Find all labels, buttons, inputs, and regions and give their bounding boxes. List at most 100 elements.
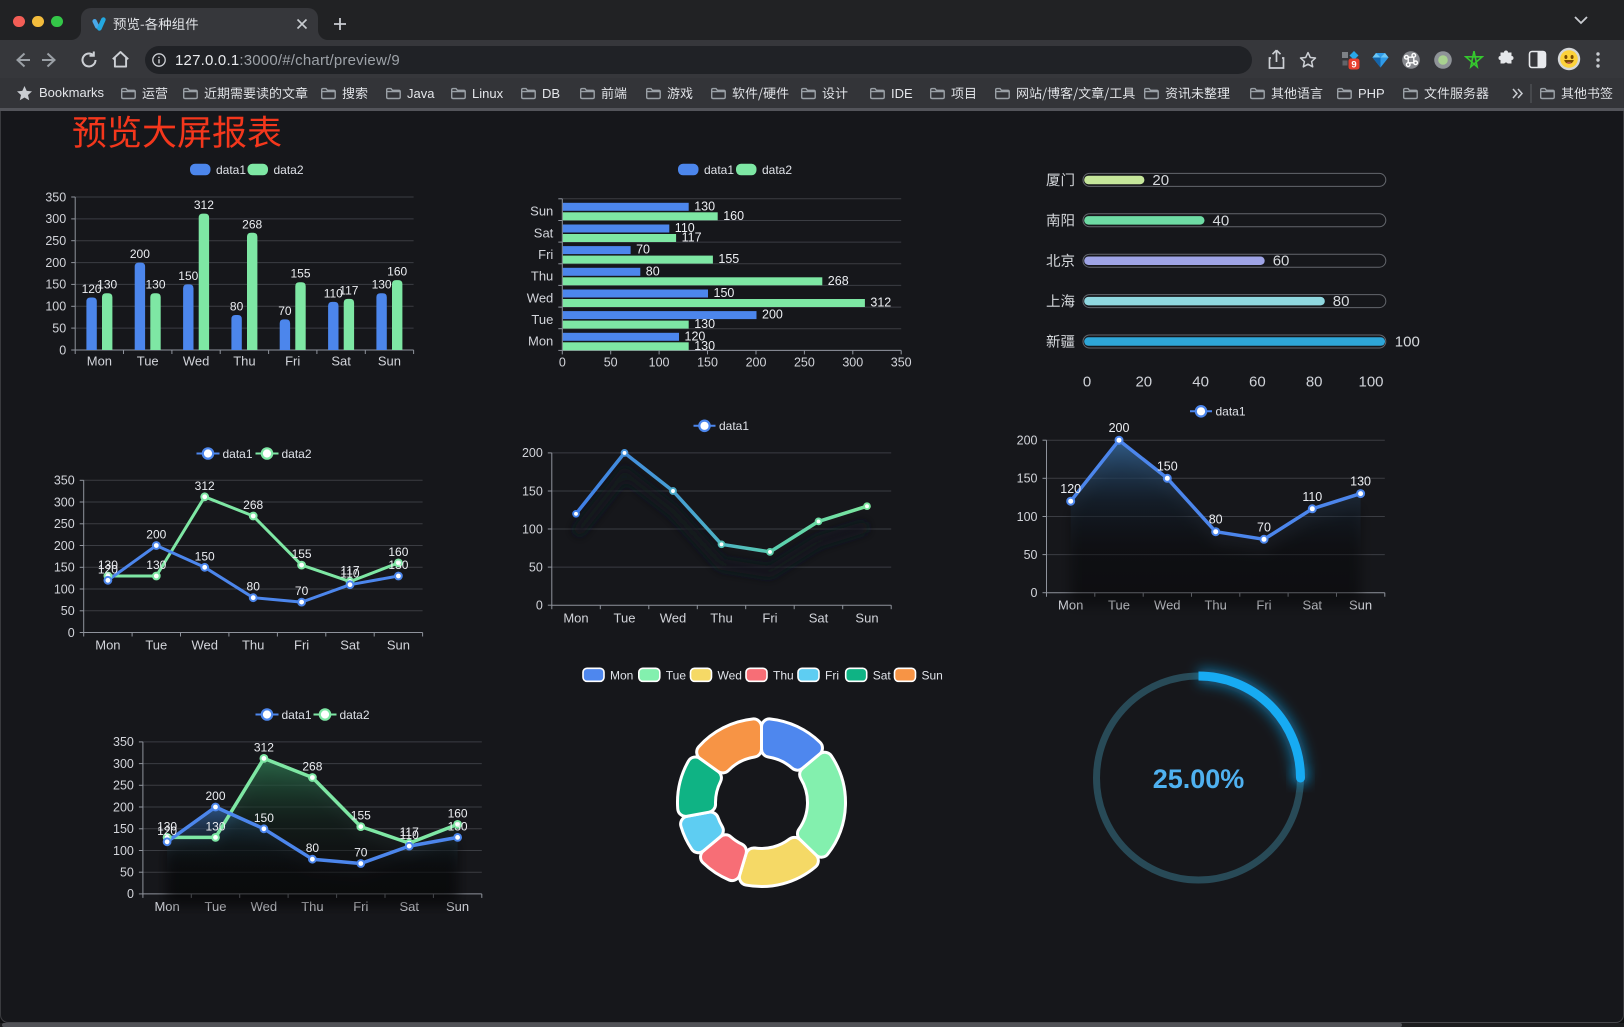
svg-text:Mon: Mon [610, 668, 633, 682]
svg-text:160: 160 [448, 806, 468, 820]
svg-text:Mon: Mon [528, 334, 553, 349]
svg-text:150: 150 [54, 561, 75, 575]
svg-text:150: 150 [45, 278, 66, 292]
svg-text:200: 200 [746, 355, 767, 369]
svg-text:Thu: Thu [531, 269, 553, 284]
svg-text:130: 130 [145, 278, 165, 292]
svg-text:110: 110 [324, 286, 343, 300]
svg-text:120: 120 [82, 282, 102, 296]
svg-text:150: 150 [113, 822, 134, 836]
svg-text:Sun: Sun [387, 638, 410, 653]
svg-text:Wed: Wed [191, 638, 218, 653]
svg-text:130: 130 [388, 558, 408, 572]
svg-text:130: 130 [694, 317, 715, 331]
svg-text:110: 110 [1302, 490, 1322, 504]
svg-text:350: 350 [45, 190, 66, 204]
svg-text:40: 40 [1213, 212, 1230, 229]
svg-text:Sun: Sun [530, 204, 553, 219]
svg-text:120: 120 [685, 329, 706, 343]
svg-text:130: 130 [1350, 475, 1371, 489]
svg-text:200: 200 [45, 256, 66, 270]
svg-text:Fri: Fri [762, 611, 777, 626]
svg-text:130: 130 [146, 558, 166, 572]
svg-text:200: 200 [205, 789, 225, 803]
svg-text:268: 268 [828, 274, 849, 288]
svg-text:200: 200 [146, 528, 166, 542]
svg-text:110: 110 [675, 221, 695, 235]
svg-text:300: 300 [842, 355, 863, 369]
svg-text:350: 350 [54, 474, 75, 488]
svg-text:120: 120 [157, 824, 177, 838]
svg-text:Mon: Mon [95, 638, 120, 653]
svg-text:160: 160 [387, 265, 407, 279]
svg-text:117: 117 [682, 231, 702, 245]
svg-text:Thu: Thu [710, 611, 732, 626]
svg-text:312: 312 [194, 198, 214, 212]
svg-text:Sun: Sun [378, 354, 401, 369]
svg-text:130: 130 [448, 819, 468, 833]
svg-text:Fri: Fri [825, 668, 839, 682]
svg-text:80: 80 [230, 300, 244, 314]
svg-text:Fri: Fri [294, 638, 309, 653]
svg-text:250: 250 [794, 355, 815, 369]
svg-text:155: 155 [292, 547, 312, 561]
svg-text:200: 200 [1017, 434, 1038, 448]
svg-text:160: 160 [388, 545, 408, 559]
svg-text:9: 9 [1351, 59, 1356, 70]
svg-text:80: 80 [646, 264, 660, 278]
svg-text:60: 60 [1249, 374, 1266, 391]
svg-text:80: 80 [1209, 513, 1223, 527]
svg-text:100: 100 [1017, 510, 1038, 524]
svg-text:100: 100 [1395, 334, 1420, 351]
svg-text:150: 150 [195, 549, 215, 563]
svg-text:150: 150 [1017, 472, 1038, 486]
svg-text:Tue: Tue [614, 611, 636, 626]
svg-text:150: 150 [714, 286, 735, 300]
svg-text:data2: data2 [282, 447, 312, 461]
svg-text:50: 50 [1024, 548, 1038, 562]
svg-text:Sun: Sun [922, 668, 943, 682]
svg-text:350: 350 [891, 355, 912, 369]
svg-text:120: 120 [1060, 482, 1081, 496]
svg-text:50: 50 [529, 560, 543, 574]
svg-text:Sat: Sat [331, 354, 351, 369]
svg-text:Sat: Sat [340, 638, 360, 653]
svg-text:Thu: Thu [233, 354, 255, 369]
svg-text:70: 70 [354, 846, 368, 860]
svg-text:data1: data1 [282, 708, 312, 722]
svg-text:312: 312 [195, 479, 215, 493]
svg-text:80: 80 [1333, 293, 1350, 310]
svg-text:350: 350 [113, 735, 134, 749]
svg-text:60: 60 [1273, 253, 1290, 270]
svg-text:268: 268 [243, 498, 263, 512]
svg-text:0: 0 [1083, 374, 1091, 391]
svg-text:200: 200 [54, 539, 75, 553]
svg-text:268: 268 [302, 760, 322, 774]
svg-text:100: 100 [45, 300, 66, 314]
svg-text:100: 100 [522, 522, 543, 536]
svg-text:150: 150 [522, 484, 543, 498]
svg-text:data1: data1 [704, 163, 734, 177]
svg-text:70: 70 [1257, 520, 1271, 534]
svg-text:data2: data2 [274, 163, 304, 177]
svg-text:25.00%: 25.00% [1153, 764, 1245, 794]
svg-text:20: 20 [1152, 172, 1169, 189]
svg-text:IDE: IDE [891, 86, 913, 101]
svg-text:117: 117 [340, 564, 359, 578]
svg-text:120: 120 [98, 562, 118, 576]
svg-text:0: 0 [1031, 586, 1038, 600]
svg-text:300: 300 [54, 495, 75, 509]
svg-text:Sun: Sun [855, 611, 878, 626]
svg-text:Mon: Mon [563, 611, 588, 626]
svg-text:Tue: Tue [145, 638, 167, 653]
svg-text:Tue: Tue [666, 668, 687, 682]
svg-text:312: 312 [870, 296, 891, 310]
svg-text:150: 150 [178, 269, 198, 283]
svg-text:Thu: Thu [773, 668, 794, 682]
svg-text:0: 0 [536, 599, 543, 613]
svg-text:130: 130 [694, 199, 715, 213]
svg-text:0: 0 [68, 626, 75, 640]
svg-text:200: 200 [113, 800, 134, 814]
svg-text:100: 100 [54, 582, 75, 596]
svg-text:Wed: Wed [183, 354, 210, 369]
